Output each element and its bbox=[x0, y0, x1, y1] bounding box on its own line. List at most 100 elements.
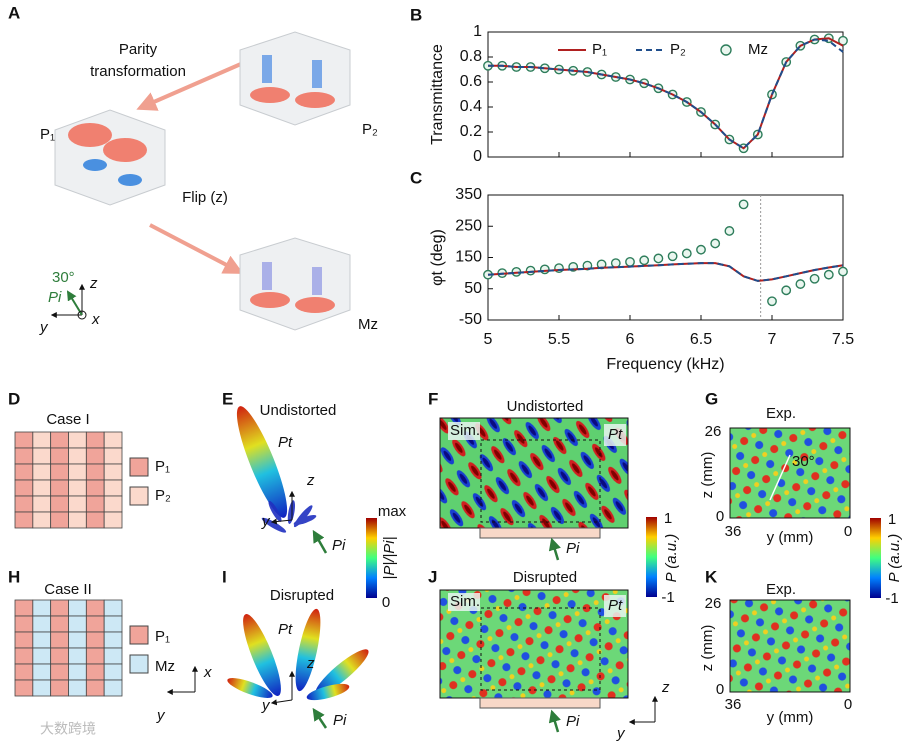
label-bg bbox=[448, 422, 480, 440]
unit-cell bbox=[50, 631, 69, 649]
tick-label: 0 bbox=[844, 696, 852, 713]
colorbar: 1 P (a.u.) -1 bbox=[646, 510, 680, 606]
unit-cell bbox=[50, 599, 69, 617]
series-line bbox=[488, 38, 844, 150]
unit-cell bbox=[103, 431, 123, 449]
label: Pi bbox=[48, 289, 62, 306]
y-tick-label: -50 bbox=[459, 311, 482, 328]
y-tick-label: 150 bbox=[455, 249, 482, 266]
axis-label: y (mm) bbox=[767, 709, 814, 726]
legend-label: Mz bbox=[155, 658, 175, 675]
panel-title: Disrupted bbox=[513, 569, 577, 586]
unit-cell bbox=[14, 599, 34, 617]
panel-letter: F bbox=[428, 389, 438, 408]
source bbox=[479, 527, 601, 539]
legend-label: P₂ bbox=[155, 487, 171, 504]
colorbar-min: -1 bbox=[885, 590, 898, 607]
panel-letter: J bbox=[428, 567, 437, 586]
unit-cell bbox=[68, 431, 87, 449]
y-axis-label: Transmittance bbox=[429, 44, 446, 145]
unit-cell bbox=[32, 463, 52, 481]
data-point bbox=[738, 199, 749, 210]
x-tick-label: 7.5 bbox=[832, 331, 854, 348]
legend-label: Mz bbox=[748, 41, 768, 58]
unit-cell bbox=[14, 511, 34, 529]
axis-name: z bbox=[306, 655, 315, 672]
unit-cell bbox=[32, 511, 52, 529]
panel-i: I Disrupted Pt z y Pi bbox=[222, 567, 369, 729]
x-tick-label: 5 bbox=[484, 331, 493, 348]
tick-label: 36 bbox=[725, 523, 742, 540]
unit-cell bbox=[14, 615, 34, 633]
plot-frame bbox=[487, 194, 844, 321]
unit-cell bbox=[14, 647, 34, 665]
unit-cell bbox=[68, 647, 87, 665]
label-bg bbox=[604, 424, 626, 446]
label: P₁ bbox=[40, 126, 55, 143]
legend-swatch bbox=[129, 486, 149, 506]
unit-cell bbox=[14, 463, 34, 481]
arrow bbox=[548, 709, 561, 733]
series-line bbox=[487, 262, 844, 282]
unit-cell bbox=[68, 479, 87, 497]
unit-cell bbox=[103, 647, 123, 665]
unit-cell bbox=[32, 631, 52, 649]
data-point bbox=[710, 238, 721, 249]
data-point bbox=[795, 279, 806, 289]
tick-label: 26 bbox=[705, 595, 722, 612]
label-bg bbox=[604, 595, 626, 617]
y-tick-label: 0.2 bbox=[460, 123, 482, 140]
field-map bbox=[729, 599, 851, 693]
unit-cell bbox=[14, 431, 34, 449]
x-tick-label: 6 bbox=[626, 331, 635, 348]
axis-name: x bbox=[203, 664, 212, 681]
panel-letter: C bbox=[410, 168, 422, 187]
colorbar-max: max bbox=[378, 503, 407, 520]
unit-cell bbox=[32, 615, 52, 633]
panel-letter: E bbox=[222, 389, 233, 408]
unit-cell bbox=[50, 431, 69, 449]
unit-cell bbox=[103, 663, 123, 681]
axis-name: z bbox=[306, 472, 315, 489]
panel-letter: H bbox=[8, 567, 20, 586]
unit-cell bbox=[50, 663, 69, 681]
plot-frame bbox=[487, 31, 844, 158]
data-point bbox=[823, 269, 834, 280]
unit-cell bbox=[68, 679, 87, 697]
tick-label: 36 bbox=[725, 696, 742, 713]
label: Pi bbox=[566, 713, 580, 730]
unit-cell bbox=[32, 447, 52, 465]
data-point bbox=[625, 256, 635, 267]
legend-label: P₁ bbox=[155, 628, 170, 645]
unit-cell bbox=[103, 679, 123, 697]
data-point bbox=[809, 273, 820, 284]
unit-cell bbox=[14, 663, 34, 681]
data-point bbox=[667, 251, 678, 262]
y-tick-label: 1 bbox=[473, 23, 482, 40]
colorbar-min: 0 bbox=[382, 594, 390, 611]
region bbox=[480, 439, 601, 523]
arrow bbox=[548, 537, 561, 561]
axis-name: y bbox=[39, 319, 49, 336]
label: Pt bbox=[608, 426, 623, 443]
label: Mz bbox=[358, 316, 378, 333]
direction bbox=[769, 454, 791, 501]
label-bg bbox=[448, 593, 480, 611]
axis-name: y bbox=[616, 725, 626, 742]
unit-cell bbox=[68, 663, 87, 681]
panel-title: Case I bbox=[46, 411, 89, 428]
unit-cell bbox=[14, 447, 34, 465]
unit-cell bbox=[68, 631, 87, 649]
unit-cell bbox=[50, 679, 69, 697]
x-tick-label: 7 bbox=[768, 331, 777, 348]
axes-icon bbox=[50, 283, 87, 320]
unit-cell bbox=[103, 615, 123, 633]
panel-title: Exp. bbox=[766, 405, 796, 422]
arrow bbox=[136, 44, 269, 111]
axis-name: y bbox=[261, 697, 271, 714]
unit-cell bbox=[103, 463, 123, 481]
panel-g: G Exp. 30° 26 0 36 0 z (mm) y (mm) bbox=[699, 389, 852, 545]
data-point bbox=[639, 255, 650, 266]
panel-e: E Undistorted Pt z y Pi bbox=[222, 389, 346, 553]
